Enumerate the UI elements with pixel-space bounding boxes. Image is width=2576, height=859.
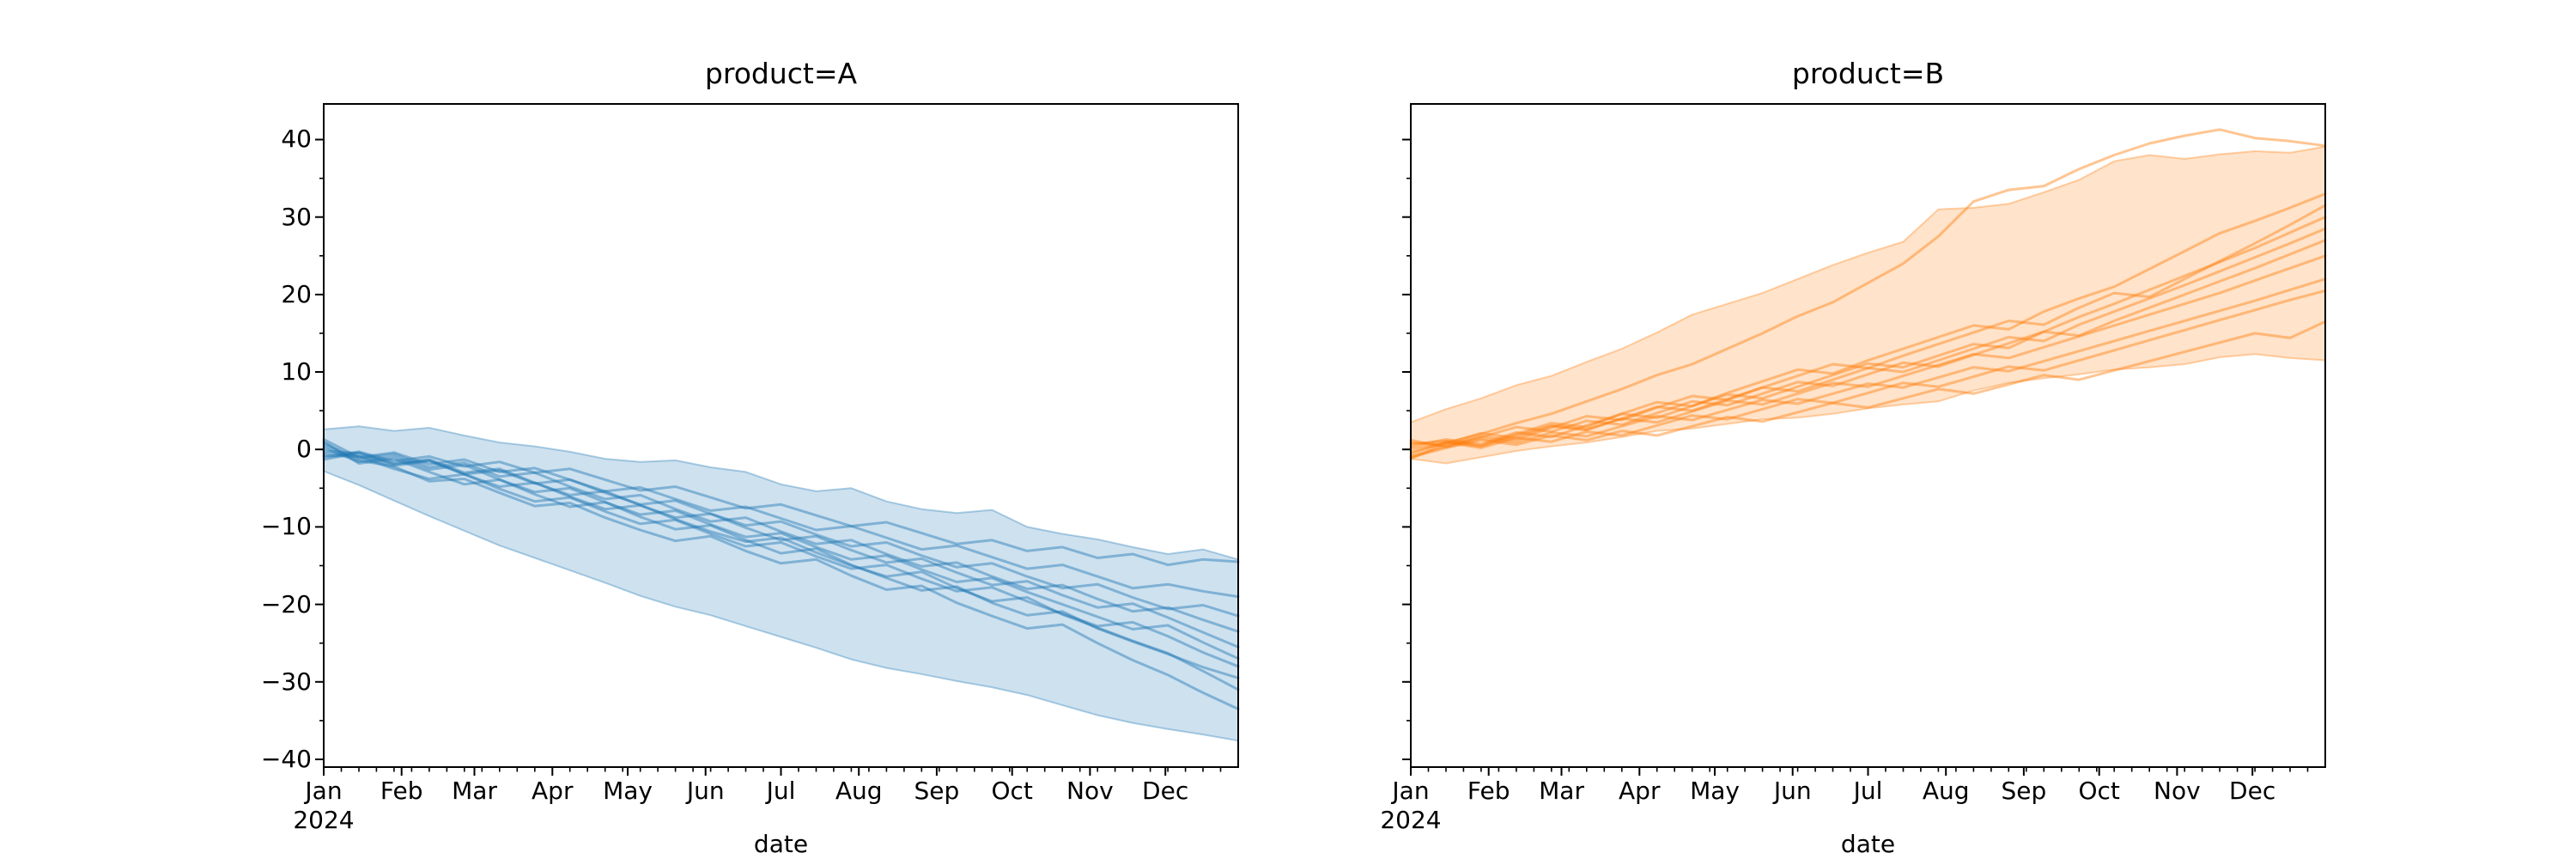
x-tick-label-may-a: May — [603, 777, 653, 805]
panel-a-x-axis-label: date — [753, 830, 809, 858]
x-tick-label-jun-b: Jun — [1773, 777, 1812, 805]
trajectory-line-a-2 — [322, 449, 1240, 691]
y-tick-label-−10: −10 — [260, 512, 312, 541]
axes-border-b — [1410, 103, 2326, 768]
trajectory-line-a-7 — [322, 442, 1240, 633]
x-tick-label-jan-a: Jan — [305, 777, 343, 805]
x-tick-label-sep-a: Sep — [914, 777, 960, 805]
y-tick-label-10: 10 — [281, 357, 312, 387]
x-tick-label-dec-b: Dec — [2229, 777, 2276, 805]
panel-b-title: product=B — [1791, 57, 1945, 90]
x-tick-label-jun-a: Jun — [686, 777, 725, 805]
trajectory-line-b-6 — [1409, 239, 2327, 448]
x-tick-label-oct-b: Oct — [2078, 777, 2120, 805]
trajectory-line-a-5 — [322, 446, 1240, 661]
x-tick-label-apr-a: Apr — [532, 777, 574, 805]
y-tick-label-30: 30 — [281, 202, 312, 231]
trajectory-line-b-5 — [1409, 227, 2327, 460]
x-tick-label-sep-b: Sep — [2001, 777, 2047, 805]
trajectory-line-a-6 — [322, 451, 1240, 649]
trajectory-line-b-10 — [1409, 320, 2327, 459]
y-tick-label-20: 20 — [281, 279, 312, 308]
chart-canvas-product-a — [315, 103, 1240, 776]
x-tick-label-nov-a: Nov — [1066, 777, 1114, 805]
trajectory-line-b-1 — [1409, 128, 2327, 454]
trajectory-line-b-4 — [1409, 216, 2327, 448]
axes-border-a — [323, 103, 1239, 768]
x-tick-label-mar-b: Mar — [1539, 777, 1584, 805]
panel-b-x-axis-label: date — [1840, 830, 1896, 858]
x-tick-label-apr-b: Apr — [1619, 777, 1661, 805]
trajectory-line-b-9 — [1409, 289, 2327, 450]
panel-a-title: product=A — [704, 57, 858, 90]
trajectory-line-a-8 — [322, 452, 1240, 618]
trajectory-line-b-8 — [1409, 277, 2327, 448]
y-tick-label-0: 0 — [296, 435, 312, 464]
x-tick-label-dec-a: Dec — [1142, 777, 1189, 805]
chart-canvas-product-b — [1402, 103, 2327, 776]
y-tick-label-−40: −40 — [260, 744, 312, 773]
y-tick-label-−20: −20 — [260, 589, 312, 618]
trajectory-line-a-10 — [322, 450, 1240, 567]
x-tick-label-nov-b: Nov — [2154, 777, 2201, 805]
trajectory-line-a-4 — [322, 454, 1240, 668]
x-tick-label-aug-a: Aug — [835, 777, 883, 805]
trajectory-line-a-9 — [322, 438, 1240, 599]
trajectory-line-b-7 — [1409, 254, 2327, 456]
x-tick-year-label-b: 2024 — [1380, 806, 1442, 834]
y-tick-label-40: 40 — [281, 125, 312, 154]
x-tick-label-jan-b: Jan — [1392, 777, 1430, 805]
x-tick-label-jul-b: Jul — [1853, 777, 1883, 805]
x-tick-label-aug-b: Aug — [1922, 777, 1970, 805]
x-tick-label-feb-b: Feb — [1467, 777, 1510, 805]
x-tick-year-label-a: 2024 — [293, 806, 355, 834]
trajectory-line-a-1 — [322, 444, 1240, 710]
trajectory-line-a-3 — [322, 440, 1240, 679]
y-tick-label-−30: −30 — [260, 667, 312, 696]
x-tick-label-mar-a: Mar — [452, 777, 497, 805]
x-tick-label-jul-a: Jul — [766, 777, 796, 805]
x-tick-label-feb-a: Feb — [380, 777, 423, 805]
trajectory-line-b-3 — [1409, 204, 2327, 458]
trajectory-line-b-2 — [1409, 192, 2327, 448]
x-tick-label-oct-a: Oct — [991, 777, 1033, 805]
x-tick-label-may-b: May — [1690, 777, 1740, 805]
